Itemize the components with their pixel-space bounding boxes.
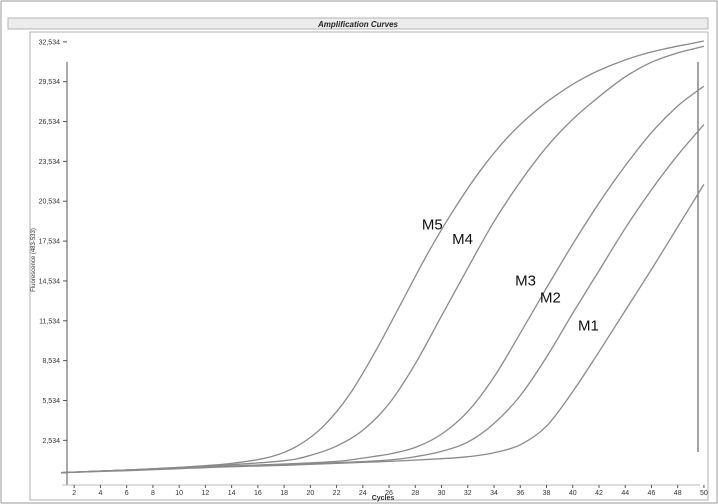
- x-tick-label: 38: [543, 490, 551, 497]
- x-tick-label: 40: [569, 490, 577, 497]
- plot-frame: [29, 31, 709, 501]
- y-axis-label: Fluorescence (483-533): [31, 228, 37, 292]
- x-tick-label: 30: [438, 490, 446, 497]
- title-bar: [7, 17, 709, 30]
- series-line-m5: [61, 40, 705, 474]
- x-tick-label: 46: [648, 490, 656, 497]
- x-tick-label: 22: [333, 490, 341, 497]
- curve-label-m5: M5: [422, 217, 443, 234]
- x-tick-label: 28: [411, 490, 419, 497]
- x-tick-label: 18: [280, 490, 288, 497]
- x-tick-label: 32: [464, 490, 472, 497]
- axis-ticks: 2 4 6 8 10 12 14 16 18 20 22 24 26 28 30 32 34 36 38 40 42 44…: [39, 39, 708, 497]
- x-tick-label: 2: [72, 490, 76, 497]
- y-tick-label: 14,534: [39, 278, 61, 285]
- x-tick-label: 34: [490, 490, 498, 497]
- x-tick-label: 20: [306, 490, 314, 497]
- y-tick-label: 29,534: [39, 79, 61, 86]
- x-tick-label: 48: [674, 490, 682, 497]
- x-tick-label: 44: [621, 490, 629, 497]
- y-tick-label: 17,534: [39, 239, 61, 246]
- x-tick-label: 50: [700, 490, 708, 497]
- y-tick-label: 32,534: [39, 39, 61, 46]
- x-tick-label: 14: [228, 490, 236, 497]
- curve-label-m3: M3: [515, 272, 536, 289]
- x-tick-label: 6: [125, 490, 129, 497]
- x-axis-label: Cycles: [372, 495, 395, 502]
- curve-label-m4: M4: [452, 231, 473, 248]
- curve-label-m1: M1: [578, 318, 599, 335]
- x-tick-label: 4: [98, 490, 102, 497]
- x-tick-label: 42: [595, 490, 603, 497]
- y-tick-label: 23,534: [39, 159, 61, 166]
- y-tick-label: 11,534: [39, 318, 60, 325]
- y-tick-label: 2,534: [42, 438, 60, 445]
- x-tick-label: 8: [151, 490, 155, 497]
- x-tick-label: 10: [175, 490, 183, 497]
- y-tick-label: 8,534: [42, 358, 60, 365]
- series-line-m4: [61, 45, 705, 474]
- y-tick-label: 20,534: [39, 199, 61, 206]
- y-tick-label: 26,534: [39, 119, 61, 126]
- series-line-m2: [61, 124, 705, 474]
- x-tick-label: 16: [254, 490, 262, 497]
- x-tick-label: 24: [359, 490, 367, 497]
- chart-title: Amplification Curves: [317, 20, 399, 29]
- x-tick-label: 36: [516, 490, 524, 497]
- x-tick-label: 12: [201, 490, 209, 497]
- series-group: [61, 40, 705, 474]
- curve-label-m2: M2: [540, 290, 561, 307]
- series-line-m1: [61, 184, 705, 474]
- y-tick-label: 5,534: [42, 398, 60, 405]
- x-tick-label: 26: [385, 490, 393, 497]
